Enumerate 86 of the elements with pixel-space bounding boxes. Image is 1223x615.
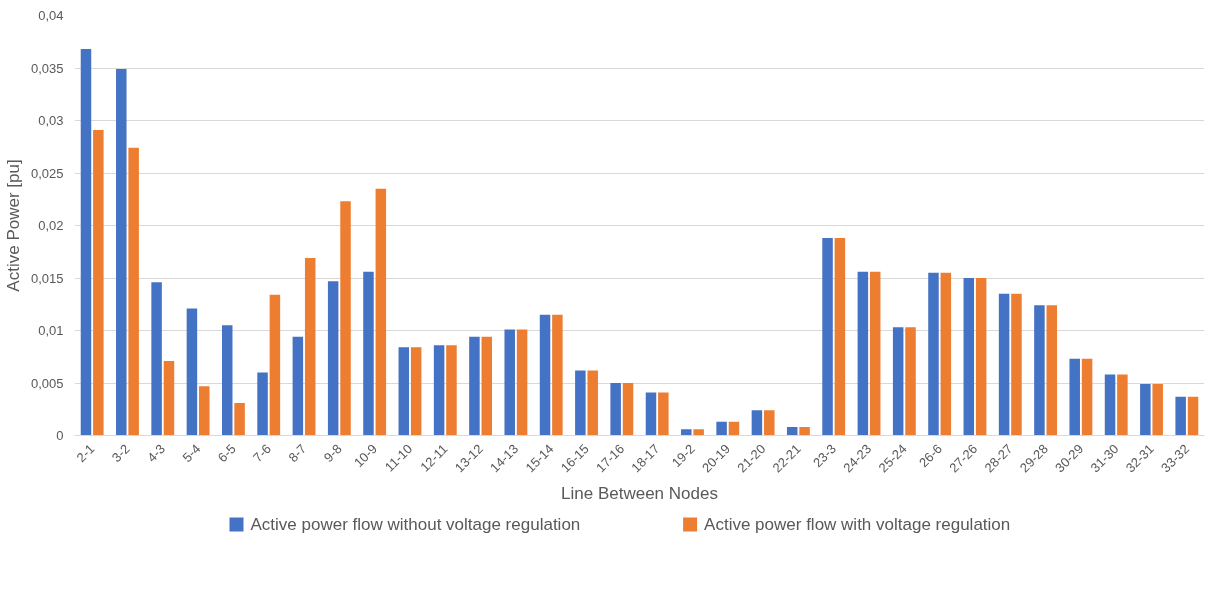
- bar: [1187, 396, 1199, 436]
- bar: [1152, 384, 1163, 436]
- y-tick-label: 0,01: [38, 323, 64, 338]
- bar: [516, 329, 528, 436]
- bar: [834, 238, 846, 436]
- bar: [446, 345, 457, 436]
- bar: [998, 293, 1010, 436]
- bar: [234, 402, 245, 436]
- y-tick-label: 0,005: [30, 375, 64, 391]
- bar: [93, 129, 104, 436]
- bar: [304, 258, 316, 436]
- x-tick-label: 8-7: [285, 441, 310, 466]
- x-tick-label: 9-8: [320, 441, 345, 466]
- bar: [799, 427, 810, 436]
- bar: [481, 336, 493, 436]
- x-tick-label: 6-5: [214, 441, 239, 466]
- y-axis-title: Active Power [pu]: [3, 159, 23, 292]
- bar: [116, 69, 127, 436]
- bar: [822, 238, 833, 436]
- bar: [892, 327, 904, 436]
- bar: [905, 327, 916, 436]
- bar: [681, 429, 692, 436]
- bar: [292, 336, 304, 436]
- bar: [728, 421, 740, 436]
- bar: [940, 272, 952, 436]
- bar: [764, 410, 775, 436]
- bar: [128, 147, 139, 436]
- x-tick-label: 7-6: [250, 441, 275, 466]
- bar: [552, 314, 563, 436]
- bar: [1046, 305, 1058, 436]
- bar: [587, 370, 598, 436]
- y-tick-label: 0,035: [30, 60, 64, 76]
- bar: [1011, 293, 1022, 436]
- x-tick-label: 5-4: [179, 441, 204, 466]
- bar: [257, 372, 268, 436]
- bar: [186, 308, 198, 436]
- bar: [221, 325, 233, 436]
- bar: [539, 314, 551, 436]
- bar: [504, 329, 515, 436]
- y-tick-label: 0,04: [38, 8, 64, 23]
- bar: [751, 410, 763, 436]
- x-tick-label: 10-9: [350, 441, 380, 471]
- bar: [857, 271, 869, 436]
- bar: [398, 347, 410, 436]
- bar: [163, 360, 175, 436]
- bar: [1081, 358, 1093, 436]
- bar: [1175, 396, 1186, 436]
- legend-label: Active power flow with voltage regulation: [704, 515, 1011, 534]
- bar: [693, 429, 704, 436]
- x-tick-label: 2-1: [73, 441, 98, 466]
- bar: [1034, 305, 1045, 436]
- bar: [622, 383, 634, 436]
- bar: [80, 49, 92, 436]
- x-tick-label: 3-2: [108, 441, 133, 466]
- bar: [786, 427, 798, 436]
- bar: [433, 345, 445, 436]
- y-tick-label: 0,025: [30, 165, 64, 181]
- y-tick-label: 0,015: [30, 270, 64, 286]
- y-tick-label: 0,03: [38, 113, 64, 128]
- x-tick-label: 4-3: [144, 441, 169, 466]
- legend-label: Active power flow without voltage regulation: [250, 515, 581, 534]
- bar: [610, 383, 621, 436]
- bar: [199, 386, 210, 436]
- bar: [575, 370, 586, 436]
- bar: [1069, 358, 1080, 436]
- bar: [269, 294, 281, 436]
- x-axis-title: Line Between Nodes: [561, 484, 718, 504]
- bar: [869, 271, 881, 436]
- bar: [363, 271, 374, 436]
- bar: [1117, 374, 1128, 436]
- bar: [658, 392, 669, 436]
- bar: [327, 281, 339, 436]
- bar: [340, 201, 351, 436]
- bar: [410, 347, 422, 436]
- bar: [1140, 384, 1151, 436]
- bar: [645, 392, 657, 436]
- bar: [716, 421, 727, 436]
- bar: [375, 188, 387, 436]
- bar: [928, 272, 939, 436]
- bar: [963, 278, 975, 436]
- bar: [975, 278, 987, 436]
- bar: [1104, 374, 1116, 436]
- y-tick-label: 0: [56, 428, 64, 443]
- bar: [151, 282, 162, 436]
- bar: [469, 336, 480, 436]
- y-tick-label: 0,02: [38, 218, 64, 233]
